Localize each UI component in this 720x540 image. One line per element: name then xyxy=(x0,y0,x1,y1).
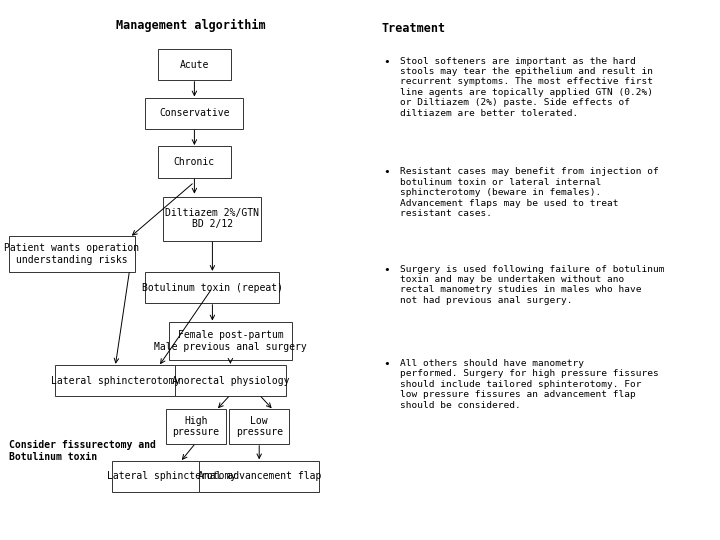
Text: •: • xyxy=(383,57,390,67)
Text: Consider fissurectomy and
Botulinum toxin: Consider fissurectomy and Botulinum toxi… xyxy=(9,440,156,462)
FancyBboxPatch shape xyxy=(145,272,279,303)
FancyBboxPatch shape xyxy=(158,49,230,80)
Text: •: • xyxy=(383,265,390,275)
FancyBboxPatch shape xyxy=(166,409,226,444)
Text: Resistant cases may benefit from injection of
botulinum toxin or lateral interna: Resistant cases may benefit from injecti… xyxy=(400,167,658,218)
Text: All others should have manometry
performed. Surgery for high pressure fissures
s: All others should have manometry perform… xyxy=(400,359,658,410)
FancyBboxPatch shape xyxy=(112,461,231,492)
FancyBboxPatch shape xyxy=(145,98,243,129)
Text: Female post-partum
Male previous anal surgery: Female post-partum Male previous anal su… xyxy=(154,330,307,352)
Text: Anorectal physiology: Anorectal physiology xyxy=(171,376,289,386)
Text: Botulinum toxin (repeat): Botulinum toxin (repeat) xyxy=(142,283,283,293)
Text: Diltiazem 2%/GTN
BD 2/12: Diltiazem 2%/GTN BD 2/12 xyxy=(166,208,259,230)
Text: High
pressure: High pressure xyxy=(172,416,220,437)
FancyBboxPatch shape xyxy=(175,365,286,396)
Text: Low
pressure: Low pressure xyxy=(235,416,283,437)
FancyBboxPatch shape xyxy=(199,461,319,492)
Text: Lateral sphincterotomy: Lateral sphincterotomy xyxy=(50,376,180,386)
FancyBboxPatch shape xyxy=(158,146,230,178)
Text: •: • xyxy=(383,359,390,369)
Text: •: • xyxy=(383,167,390,178)
Text: Conservative: Conservative xyxy=(159,109,230,118)
Text: Lateral sphincterotomy: Lateral sphincterotomy xyxy=(107,471,236,481)
FancyBboxPatch shape xyxy=(168,322,292,361)
Text: Patient wants operation
understanding risks: Patient wants operation understanding ri… xyxy=(4,243,140,265)
FancyBboxPatch shape xyxy=(9,236,135,272)
FancyBboxPatch shape xyxy=(229,409,289,444)
FancyBboxPatch shape xyxy=(55,365,175,396)
Text: Acute: Acute xyxy=(180,60,209,70)
Text: Anal advancement flap: Anal advancement flap xyxy=(197,471,321,481)
Text: Surgery is used following failure of botulinum
toxin and may be undertaken witho: Surgery is used following failure of bot… xyxy=(400,265,664,305)
FancyBboxPatch shape xyxy=(163,197,261,241)
Text: Treatment: Treatment xyxy=(382,22,446,35)
Text: Management algorithim: Management algorithim xyxy=(116,19,266,32)
Text: Chronic: Chronic xyxy=(174,157,215,167)
Text: Stool softeners are important as the hard
stools may tear the epithelium and res: Stool softeners are important as the har… xyxy=(400,57,652,118)
